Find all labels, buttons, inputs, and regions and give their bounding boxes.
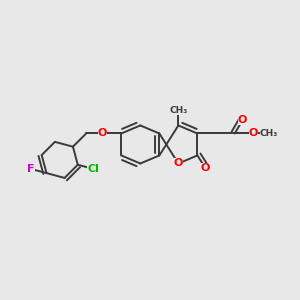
Text: O: O: [200, 163, 210, 172]
Text: O: O: [174, 158, 183, 169]
Text: Cl: Cl: [87, 164, 99, 174]
Text: O: O: [249, 128, 258, 139]
Text: F: F: [28, 164, 35, 174]
Text: O: O: [98, 128, 107, 139]
Text: CH₃: CH₃: [260, 129, 278, 138]
Text: O: O: [238, 115, 247, 125]
Text: CH₃: CH₃: [169, 106, 188, 115]
